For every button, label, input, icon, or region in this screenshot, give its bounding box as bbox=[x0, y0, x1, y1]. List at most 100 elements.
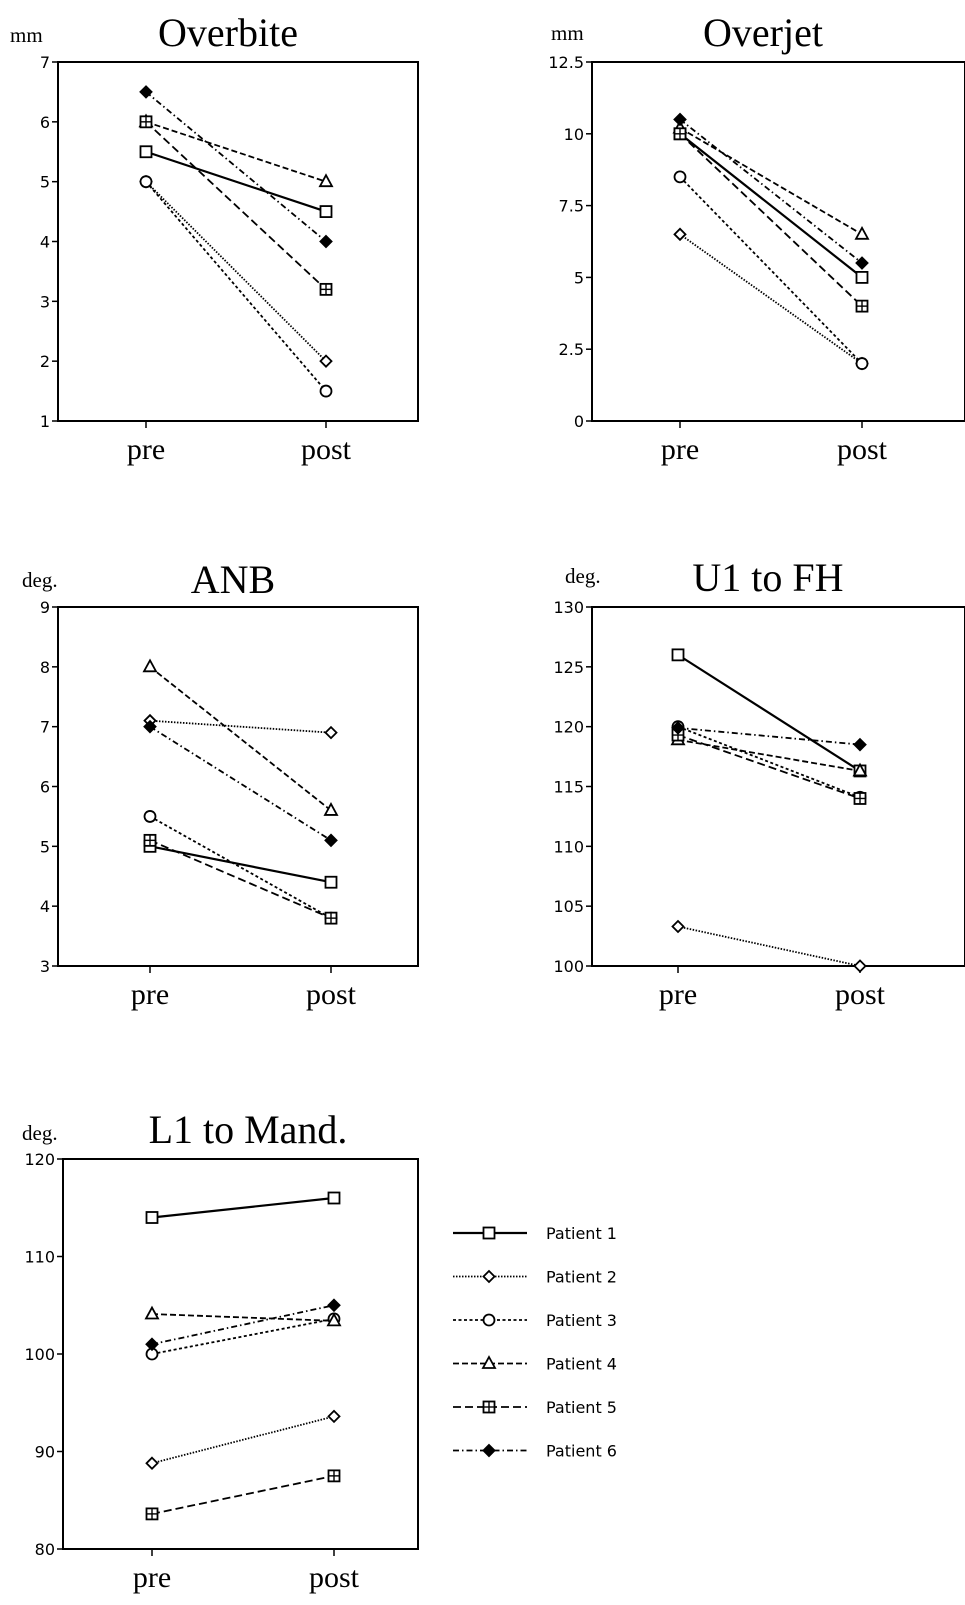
y-tick-label: 5 bbox=[574, 268, 584, 287]
series-line bbox=[679, 176, 863, 365]
series-line bbox=[151, 1415, 335, 1465]
series-line bbox=[677, 734, 861, 800]
series-patient-4 bbox=[151, 1313, 335, 1322]
series-patient-2 bbox=[151, 1415, 335, 1465]
series-line bbox=[145, 121, 327, 291]
data-point-patient-1-pre bbox=[671, 648, 685, 662]
y-unit-label: deg. bbox=[565, 564, 601, 588]
legend-label: Patient 5 bbox=[546, 1398, 617, 1417]
series-line bbox=[149, 839, 332, 919]
legend-label: Patient 3 bbox=[546, 1311, 617, 1330]
y-tick-label: 120 bbox=[24, 1150, 55, 1169]
y-tick-label: 80 bbox=[35, 1540, 55, 1559]
data-point-patient-3-pre bbox=[143, 810, 157, 823]
data-point-patient-1-pre bbox=[139, 145, 153, 159]
legend-item-patient-6: Patient 6 bbox=[453, 1442, 617, 1461]
data-point-patient-5-pre bbox=[139, 115, 153, 129]
data-point-patient-5-post bbox=[327, 1469, 341, 1483]
legend-item-patient-1: Patient 1 bbox=[453, 1224, 617, 1243]
series-patient-5 bbox=[679, 133, 863, 307]
chart-title: Overbite bbox=[158, 10, 298, 55]
legend-item-patient-3: Patient 3 bbox=[453, 1311, 617, 1330]
series-line bbox=[679, 133, 863, 307]
y-tick-label: 110 bbox=[553, 837, 584, 856]
data-point-patient-4-pre bbox=[144, 1305, 160, 1320]
data-point-patient-6-pre bbox=[145, 1337, 159, 1352]
series-line bbox=[151, 1318, 335, 1355]
x-tick-label-post: post bbox=[837, 433, 888, 466]
y-tick-label: 115 bbox=[553, 778, 584, 797]
series-patient-6 bbox=[679, 118, 863, 264]
legend-label: Patient 6 bbox=[546, 1442, 617, 1461]
data-point-patient-5-pre bbox=[143, 833, 157, 847]
chart-panels: Overbite mm 1 2 3 4 5 6 7 pre post Overjet mm 0 2.5 5 7.… bbox=[10, 10, 965, 1594]
y-tick-label: 9 bbox=[40, 598, 50, 617]
data-point-patient-3-post bbox=[855, 357, 869, 370]
series-patient-1 bbox=[145, 150, 327, 213]
data-point-patient-4-post bbox=[318, 173, 334, 188]
legend-marker bbox=[481, 1355, 497, 1369]
plot-frame bbox=[57, 606, 419, 967]
y-tick-label: 12.5 bbox=[548, 53, 584, 72]
y-tick-label: 2.5 bbox=[559, 340, 584, 359]
series-patient-6 bbox=[145, 91, 327, 243]
chart-title: U1 to FH bbox=[692, 555, 843, 600]
y-tick-label: 120 bbox=[553, 718, 584, 737]
data-point-patient-2-post bbox=[319, 354, 333, 368]
data-point-patient-5-post bbox=[319, 282, 333, 296]
data-point-patient-1-post bbox=[327, 1191, 341, 1205]
series-line bbox=[677, 653, 861, 772]
series-line bbox=[677, 925, 861, 967]
x-tick-label-post: post bbox=[835, 978, 886, 1011]
series-patient-1 bbox=[679, 132, 863, 279]
data-point-patient-6-pre bbox=[673, 112, 687, 127]
y-tick-label: 10 bbox=[564, 125, 584, 144]
y-tick-label: 7.5 bbox=[559, 197, 584, 216]
panel-u1-to-fh: U1 to FH deg. 100 105 110 115 120 125 130 pre post bbox=[553, 555, 965, 1011]
plot-frame bbox=[62, 1158, 419, 1550]
series-patient-4 bbox=[145, 120, 327, 183]
legend-label: Patient 1 bbox=[546, 1224, 617, 1243]
series-patient-1 bbox=[149, 845, 332, 884]
y-tick-label: 5 bbox=[40, 173, 50, 192]
series-line bbox=[677, 726, 861, 746]
legend-label: Patient 2 bbox=[546, 1268, 617, 1287]
data-point-patient-6-post bbox=[855, 256, 869, 270]
y-tick-label: 105 bbox=[553, 897, 584, 916]
x-tick-label-pre: pre bbox=[661, 433, 699, 466]
series-patient-3 bbox=[679, 176, 863, 365]
series-patient-5 bbox=[149, 839, 332, 919]
data-point-patient-6-post bbox=[324, 833, 338, 848]
y-tick-label: 3 bbox=[40, 957, 50, 976]
series-patient-1 bbox=[151, 1196, 335, 1219]
series-line bbox=[145, 181, 327, 392]
data-point-patient-5-pre bbox=[145, 1507, 159, 1521]
y-tick-label: 0 bbox=[574, 412, 584, 431]
y-tick-label: 4 bbox=[40, 233, 50, 252]
data-point-patient-1-pre bbox=[145, 1211, 159, 1224]
series-line bbox=[151, 1313, 335, 1322]
series-line bbox=[679, 118, 863, 264]
data-point-patient-6-pre bbox=[139, 85, 153, 99]
data-point-patient-2-post bbox=[853, 959, 867, 973]
series-patient-5 bbox=[151, 1474, 335, 1515]
data-point-patient-1-post bbox=[319, 205, 333, 218]
series-line bbox=[677, 725, 861, 799]
legend-marker bbox=[482, 1443, 496, 1458]
data-point-patient-6-post bbox=[327, 1298, 341, 1313]
series-line bbox=[145, 91, 327, 243]
panel-l1-to-mand: L1 to Mand. deg. 80 90 100 110 120 pre post bbox=[22, 1107, 419, 1594]
data-point-patient-2-post bbox=[324, 725, 338, 740]
data-point-patient-2-post bbox=[327, 1409, 341, 1424]
x-tick-label-post: post bbox=[301, 433, 352, 466]
series-patient-2 bbox=[679, 233, 863, 365]
data-point-patient-5-post bbox=[855, 299, 869, 313]
series-patient-6 bbox=[149, 725, 332, 842]
data-point-patient-4-post bbox=[326, 1312, 342, 1327]
series-patient-3 bbox=[149, 815, 332, 919]
series-line bbox=[145, 181, 327, 362]
data-point-patient-2-pre bbox=[673, 227, 687, 242]
data-point-patient-1-post bbox=[855, 270, 869, 284]
y-unit-label: deg. bbox=[22, 568, 58, 592]
series-line bbox=[151, 1196, 335, 1219]
